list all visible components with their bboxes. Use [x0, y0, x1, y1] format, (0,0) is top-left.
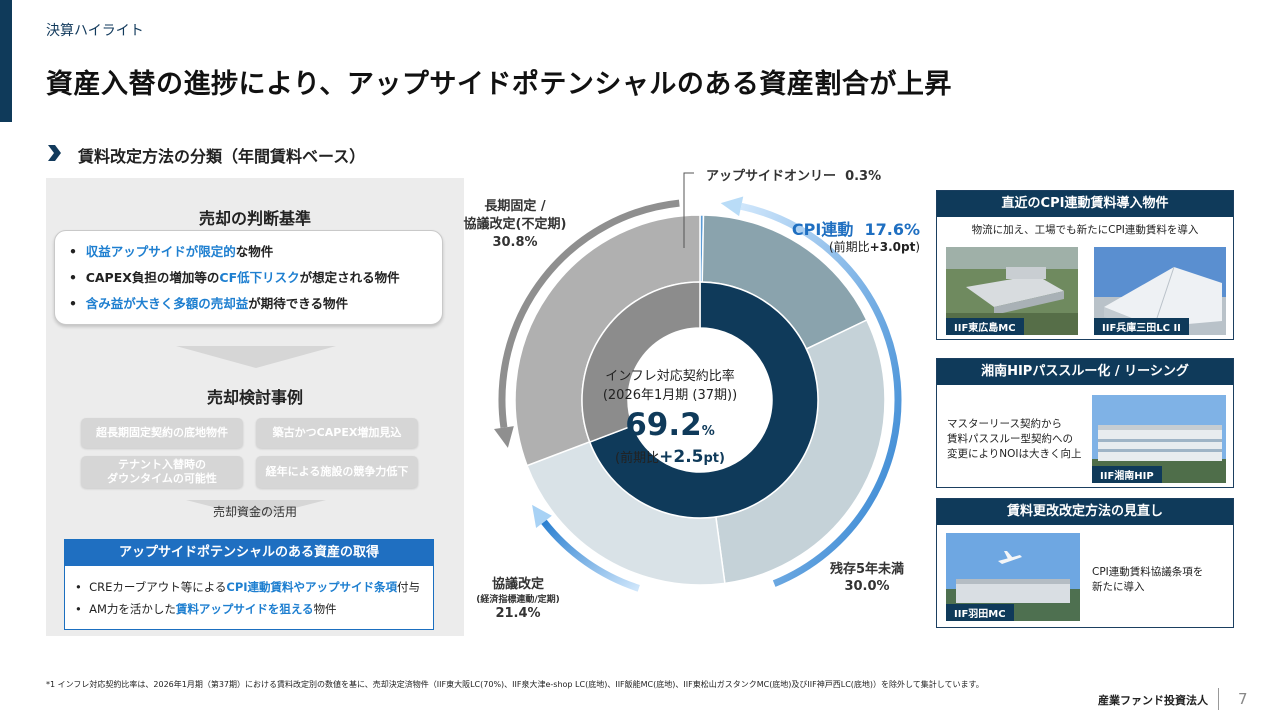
- photo-caption: IIF羽田MC: [946, 604, 1014, 621]
- accent-bar: [0, 0, 12, 122]
- criteria-box: • 収益アップサイドが限定的な物件 • CAPEX負担の増加等のCF低下リスクが…: [54, 230, 443, 325]
- arrow-head: [720, 196, 744, 217]
- flow-arrow: [176, 346, 336, 368]
- label-cpi-change: (前期比+3.0pt): [828, 240, 920, 254]
- page-separator: [1218, 688, 1219, 710]
- outer-ring: [514, 214, 886, 586]
- cpi-flow-arrow: [740, 202, 902, 587]
- chevron-right-icon: [48, 145, 61, 161]
- label-remaining: 残存5年未満 30.0%: [829, 562, 905, 594]
- criteria-item: • CAPEX負担の増加等のCF低下リスクが想定される物件: [69, 270, 400, 285]
- review-card-desc: CPI連動賃料協議条項を 新たに導入: [1092, 566, 1204, 593]
- center-period: (2026年1月期 (37期)): [602, 388, 738, 403]
- shonan-card-desc: マスターリース契約から 賃料パススルー型契約への 変更によりNOIは大きく向上: [947, 418, 1082, 460]
- cpi-card-title: 直近のCPI連動賃料導入物件: [937, 191, 1233, 217]
- photo-caption: IIF東広島MC: [946, 318, 1024, 335]
- case-chip: 経年による施設の競争力低下: [256, 456, 418, 488]
- acquisition-title: アップサイドポテンシャルのある資産の取得: [65, 540, 433, 566]
- photo-shonan: IIF湘南HIP: [1092, 395, 1226, 483]
- case-chip: テナント入替時の ダウンタイムの可能性: [81, 456, 243, 488]
- cpi-card-desc: 物流に加え、工場でも新たにCPI連動賃料を導入: [971, 224, 1199, 236]
- photo-sanda: IIF兵庫三田LC II: [1094, 247, 1226, 335]
- acquisition-list: • CREカーブアウト等によるCPI連動賃料やアップサイド条項付与 • AM力を…: [75, 576, 420, 620]
- acquisition-item: • AM力を活かした賃料アップサイドを狙える物件: [75, 602, 337, 616]
- shonan-card-title: 湘南HIPパススルー化 / リーシング: [937, 359, 1233, 385]
- fixed-flow-arrow: [498, 199, 680, 429]
- center-label: インフレ対応契約比率: [605, 369, 735, 384]
- criteria-item: • 含み益が大きく多額の売却益が期待できる物件: [69, 296, 348, 311]
- criteria-title: 売却の判断基準: [198, 209, 311, 228]
- rent-revision-donut-chart: [494, 196, 902, 592]
- cpi-card: 直近のCPI連動賃料導入物件 物流に加え、工場でも新たにCPI連動賃料を導入 I…: [936, 190, 1234, 340]
- photo-caption: IIF兵庫三田LC II: [1094, 318, 1189, 335]
- label-negotiated: 協議改定 (経済指標連動/定期) 21.4%: [476, 577, 560, 621]
- photo-caption: IIF湘南HIP: [1092, 466, 1162, 483]
- photo-higashihiroshima: IIF東広島MC: [946, 247, 1078, 335]
- proceeds-label: 売却資金の活用: [212, 505, 297, 519]
- review-card-title: 賃料更改改定方法の見直し: [937, 499, 1233, 525]
- inner-ring: [581, 281, 819, 519]
- label-fixed: 長期固定 / 協議改定(不定期) 30.8%: [463, 199, 567, 250]
- criteria-item: • 収益アップサイドが限定的な物件: [69, 244, 274, 259]
- review-card: 賃料更改改定方法の見直し IIF羽田MC CPI連動賃料協議条項を 新たに導入: [936, 498, 1234, 628]
- acquisition-item: • CREカーブアウト等によるCPI連動賃料やアップサイド条項付与: [75, 580, 421, 594]
- footnote: *1 インフレ対応契約比率は、2026年1月期（第37期）における賃料改定別の数…: [46, 680, 984, 689]
- label-cpi: CPI連動 17.6%: [791, 220, 920, 239]
- company-name: 産業ファンド投資法人: [1098, 694, 1208, 707]
- inner-slice-1: [581, 281, 701, 444]
- page-title: 資産入替の進捗により、アップサイドポテンシャルのある資産割合が上昇: [46, 69, 952, 100]
- section-label: 決算ハイライト: [46, 23, 144, 39]
- donut-center: インフレ対応契約比率 (2026年1月期 (37期)) 69.2% (前期比+2…: [585, 365, 755, 467]
- page-number: 7: [1238, 690, 1248, 708]
- cases-title: 売却検討事例: [206, 388, 303, 407]
- flow-arrow: [186, 500, 326, 518]
- label-upside-only: アップサイドオンリー 0.3%: [706, 169, 882, 184]
- leader-line: [683, 172, 694, 248]
- inner-slice-0: [588, 281, 819, 519]
- acquisition-box: アップサイドポテンシャルのある資産の取得 • CREカーブアウト等によるCPI連…: [64, 539, 434, 630]
- negotiated-flow-arrow: [541, 519, 640, 592]
- arrow-head: [494, 426, 514, 448]
- center-change: (前期比+2.5pt): [615, 447, 725, 467]
- arrow-head: [532, 504, 552, 529]
- center-value: 69.2%: [625, 407, 715, 443]
- shonan-card: 湘南HIPパススルー化 / リーシング マスターリース契約から 賃料パススルー型…: [936, 358, 1234, 488]
- flow-arrows: [494, 196, 902, 592]
- photo-haneda: IIF羽田MC: [946, 533, 1080, 621]
- chart-subtitle: 賃料改定方法の分類（年間賃料ベース）: [78, 147, 366, 166]
- case-chip: 築古かつCAPEX増加見込: [256, 418, 418, 448]
- case-chip: 超長期固定契約の底地物件: [81, 418, 243, 448]
